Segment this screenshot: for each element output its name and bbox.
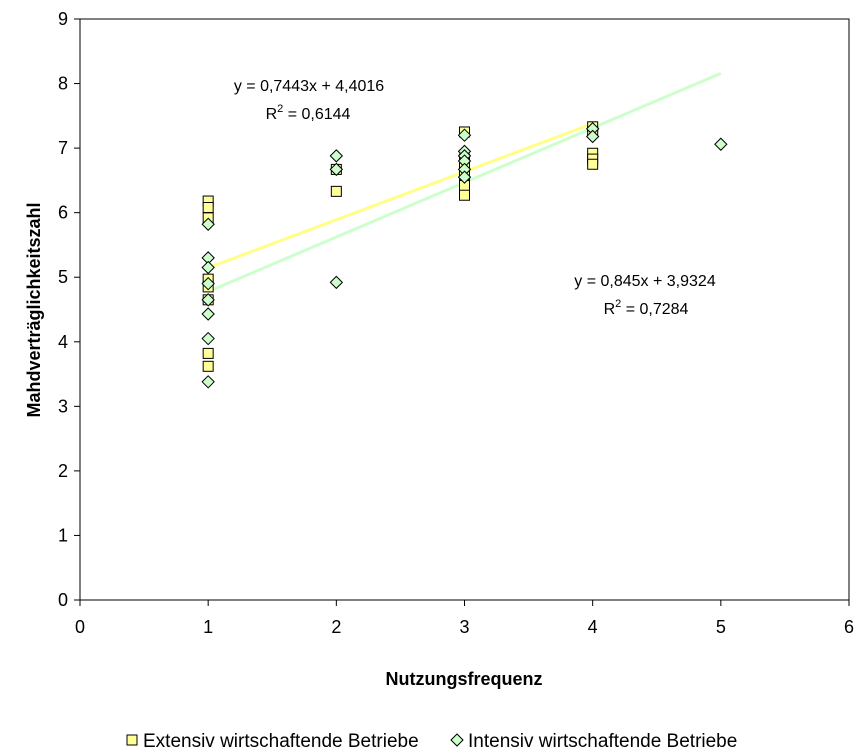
x-tick-label: 2 [331,617,341,637]
legend: Extensiv wirtschaftende Betriebe Intensi… [126,731,737,752]
y-tick-label: 8 [58,74,68,94]
legend-marker-extensiv [126,734,138,746]
r2-value: = 0,6144 [283,106,350,123]
data-point-intensiv [201,375,215,389]
trendline-r2-extensiv: R2 = 0,6144 [266,103,351,123]
r2-label: R [266,106,278,123]
data-point-extensiv [202,202,214,214]
data-point-intensiv [329,162,344,177]
data-point-intensiv [201,260,215,275]
y-tick-label: 4 [58,332,68,352]
axes [74,18,850,606]
y-tick-label: 5 [58,267,68,287]
y-tick-label: 9 [58,9,68,29]
trendline-r2-intensiv: R2 = 0,7284 [604,298,689,318]
data-points [201,121,728,389]
x-tick-label: 6 [844,617,854,637]
y-tick-label: 0 [58,590,68,610]
data-point-extensiv [202,360,214,372]
data-point-intensiv [201,217,215,231]
trendline-annotation-extensiv: y = 0,7443x + 4,4016 R2 = 0,6144 [234,78,384,123]
plot-area [79,18,850,601]
tick-labels: 0 1 2 3 4 5 6 7 8 9 0 1 2 3 4 5 6 [58,9,854,637]
data-point-intensiv [457,170,472,184]
data-point-intensiv [329,149,344,163]
y-tick-label: 7 [58,138,68,158]
data-point-intensiv [585,129,600,144]
data-point-intensiv [329,275,344,290]
data-point-intensiv [201,293,215,307]
y-tick-label: 3 [58,396,68,416]
legend-label-intensiv: Intensiv wirtschaftende Betriebe [468,731,737,752]
r2-label: R [604,301,616,318]
x-tick-label: 0 [75,617,85,637]
data-point-extensiv [330,185,342,197]
r2-superscript: 2 [615,298,621,310]
r2-value: = 0,7284 [621,301,688,318]
data-point-intensiv [714,137,728,151]
data-point-extensiv [587,158,599,170]
y-axis-title: Mahdverträglichkeitszahl [24,202,44,417]
y-tick-label: 6 [58,203,68,223]
trendline-extensiv [207,122,594,270]
data-point-intensiv [201,331,215,346]
x-tick-label: 1 [203,617,213,637]
x-tick-label: 5 [716,617,726,637]
plot-frame [79,18,850,601]
trendline-equation-extensiv: y = 0,7443x + 4,4016 [234,78,384,95]
trendline-equation-intensiv: y = 0,845x + 3,9324 [574,273,716,290]
data-point-intensiv [201,276,215,291]
y-tick-label: 1 [58,525,68,545]
y-tick-label: 2 [58,461,68,481]
data-point-extensiv [459,189,470,201]
data-point-extensiv [202,347,214,359]
legend-marker-intensiv [450,733,464,747]
data-point-intensiv [457,128,472,142]
data-point-intensiv [201,307,215,321]
x-tick-label: 3 [459,617,469,637]
x-tick-label: 4 [588,617,598,637]
r2-superscript: 2 [277,103,283,115]
trendline-annotation-intensiv: y = 0,845x + 3,9324 R2 = 0,7284 [574,273,716,318]
x-axis-title: Nutzungsfrequenz [386,669,543,689]
legend-label-extensiv: Extensiv wirtschaftende Betriebe [143,731,419,752]
